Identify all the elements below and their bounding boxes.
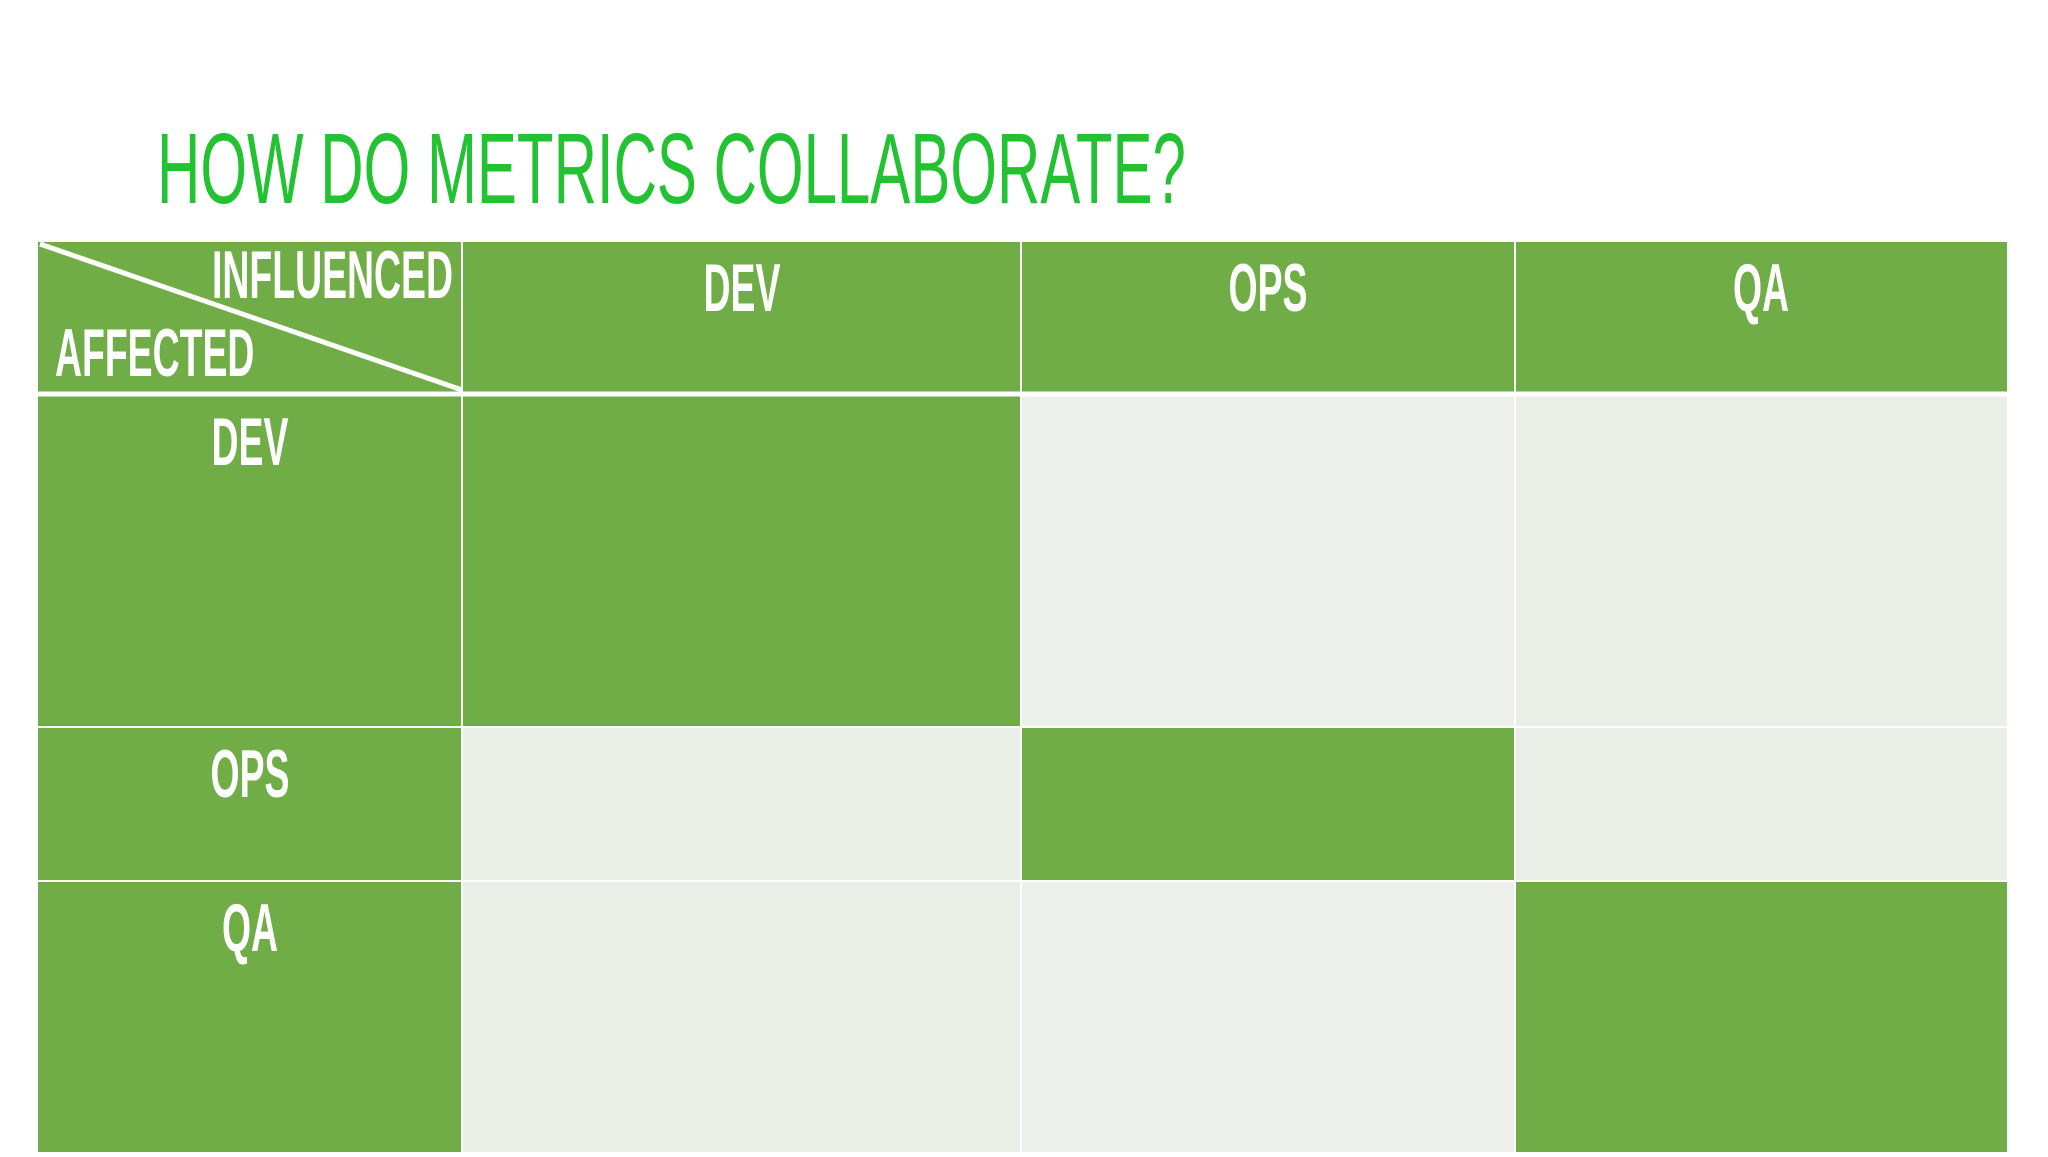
cell [1021, 396, 1515, 727]
column-header: DEV [704, 249, 781, 326]
row-header-column [38, 396, 462, 1152]
slide-title: HOW DO METRICS COLLABORATE? [157, 113, 1186, 225]
table-body [38, 396, 2007, 1152]
corner-top-label: INFLUENCED [212, 236, 453, 313]
row-header: QA [222, 889, 278, 966]
column-header: QA [1733, 249, 1789, 326]
cell [462, 396, 1021, 727]
header-row [38, 242, 2007, 392]
grid [38, 241, 2007, 1152]
column-header: OPS [1229, 249, 1308, 326]
corner-diagonal [39, 241, 463, 393]
cell [1515, 727, 2007, 881]
cell [462, 727, 1021, 881]
cell [462, 881, 1021, 1152]
cell [1515, 881, 2007, 1152]
cell [1515, 396, 2007, 727]
row-header: OPS [211, 735, 290, 812]
cell [1021, 881, 1515, 1152]
corner-bottom-label: AFFECTED [55, 314, 254, 391]
cell [1021, 727, 1515, 881]
row-header: DEV [212, 403, 289, 480]
